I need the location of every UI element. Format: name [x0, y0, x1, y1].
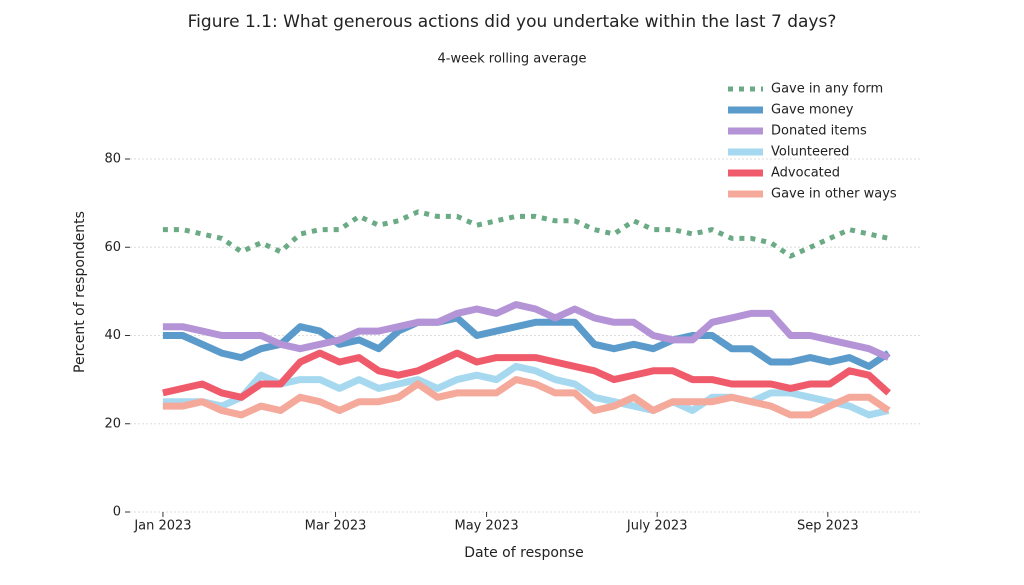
y-axis-label: Percent of respondents: [72, 211, 88, 373]
series-line: [162, 376, 891, 419]
legend-label: Advocated: [771, 166, 840, 181]
y-tick-label: 0: [113, 505, 121, 520]
y-tick-label: 20: [104, 416, 121, 431]
x-tick-label: Jan 2023: [133, 519, 191, 534]
legend-label: Volunteered: [771, 145, 849, 160]
chart-subtitle: 4-week rolling average: [438, 52, 587, 67]
legend-label: Gave in any form: [771, 82, 883, 97]
series-line: [162, 301, 891, 361]
x-tick-label: Mar 2023: [305, 519, 367, 534]
series-line: [162, 314, 891, 370]
y-tick-label: 60: [104, 240, 121, 255]
x-tick-label: Sep 2023: [797, 519, 859, 534]
chart-title: Figure 1.1: What generous actions did yo…: [188, 12, 837, 32]
legend-label: Gave money: [771, 103, 854, 118]
legend-label: Donated items: [771, 124, 867, 139]
y-tick-label: 40: [104, 328, 121, 343]
x-tick-label: May 2023: [455, 519, 519, 534]
x-axis-label: Date of response: [464, 545, 583, 561]
x-tick-label: July 2023: [626, 519, 688, 534]
series-line: [162, 349, 891, 401]
y-tick-label: 80: [104, 152, 121, 167]
series-line: [162, 209, 890, 259]
legend-label: Gave in other ways: [771, 187, 897, 202]
